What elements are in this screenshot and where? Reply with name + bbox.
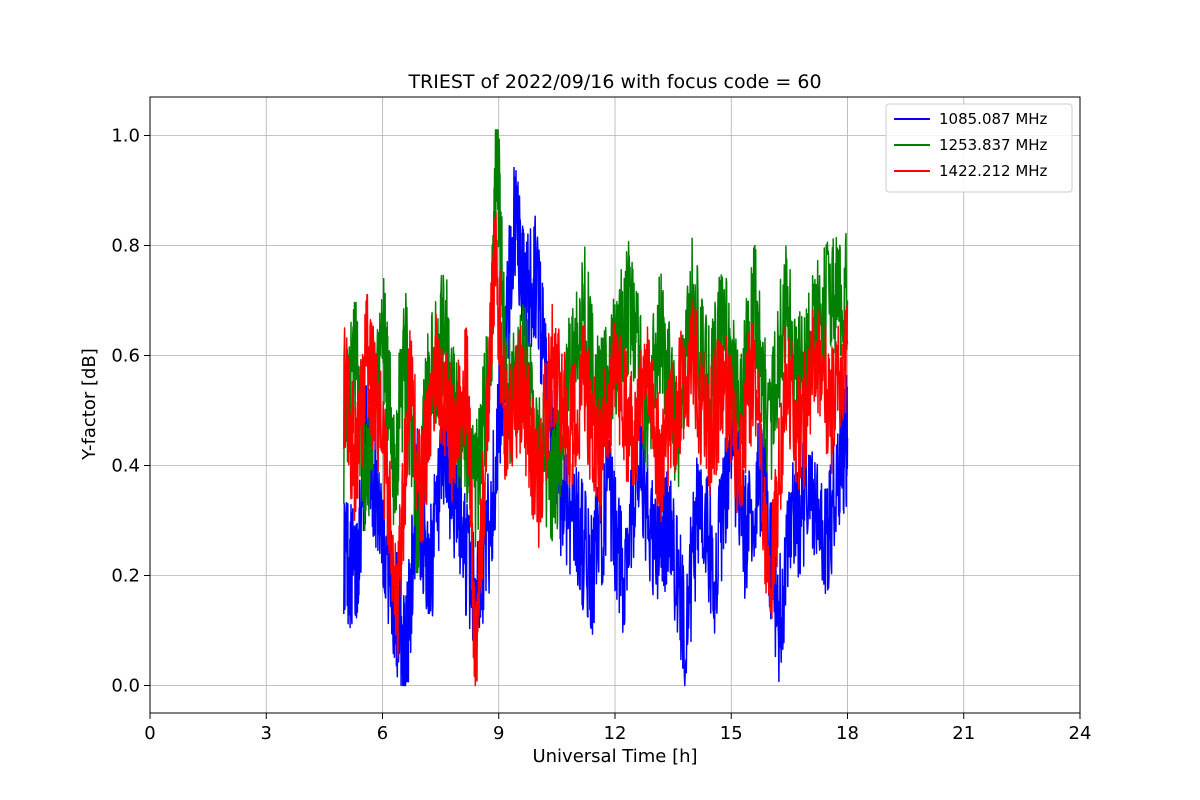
y-tick-label: 0.2	[111, 566, 140, 587]
x-axis-title: Universal Time [h]	[532, 746, 697, 767]
ticks: 0 3 6 9 12 15 18 21 24 0.0 0.2 0.4 0.6 0.8 1.0	[111, 126, 1091, 745]
legend-label: 1253.837 MHz	[939, 136, 1048, 154]
x-tick-label: 15	[720, 723, 743, 744]
legend-box	[885, 103, 1073, 193]
x-tick-label: 0	[144, 723, 155, 744]
y-tick-label: 0.0	[111, 676, 140, 697]
y-tick-label: 0.8	[111, 236, 140, 257]
y-axis-title: Y-factor [dB]	[79, 348, 100, 461]
x-tick-label: 21	[952, 723, 975, 744]
x-tick-label: 9	[493, 723, 504, 744]
legend: 1085.087 MHz 1253.837 MHz 1422.212 MHz	[885, 103, 1073, 193]
legend-label: 1085.087 MHz	[939, 110, 1048, 128]
legend-label: 1422.212 MHz	[939, 162, 1048, 180]
chart-title: TRIEST of 2022/09/16 with focus code = 6…	[407, 71, 821, 93]
x-tick-label: 6	[377, 723, 388, 744]
y-tick-label: 0.4	[111, 456, 140, 477]
x-tick-label: 3	[261, 723, 272, 744]
plot-lines	[343, 129, 849, 687]
x-tick-label: 24	[1069, 723, 1092, 744]
y-tick-label: 0.6	[111, 346, 140, 367]
x-tick-label: 12	[604, 723, 627, 744]
series-line	[343, 211, 849, 687]
y-tick-label: 1.0	[111, 126, 140, 147]
x-tick-label: 18	[836, 723, 859, 744]
